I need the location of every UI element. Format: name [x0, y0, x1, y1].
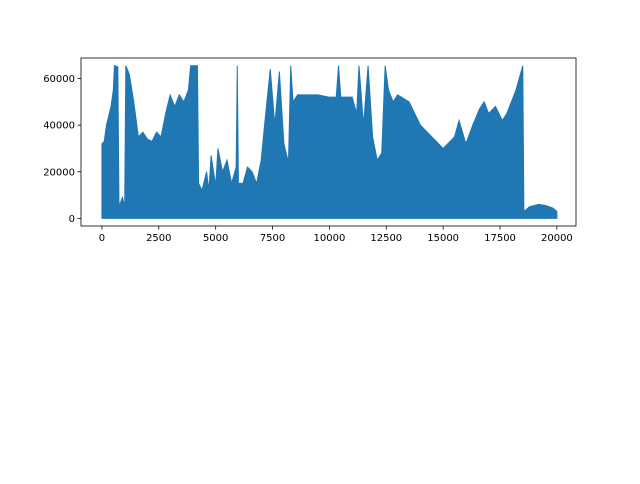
x-tick-label: 2500: [146, 233, 171, 244]
x-tick-label: 20000: [541, 233, 573, 244]
y-tick-label: 0: [69, 214, 75, 225]
plot-frame: [80, 57, 577, 227]
x-tick-label: 7500: [260, 233, 285, 244]
area: [101, 65, 558, 219]
y-tick-label: 20000: [43, 167, 75, 178]
x-tick-label: 5000: [203, 233, 228, 244]
x-tick-label: 10000: [314, 233, 346, 244]
x-tick-label: 15000: [427, 233, 459, 244]
y-tick-label: 60000: [43, 74, 75, 85]
x-tick-label: 17500: [484, 233, 516, 244]
x-tick-label: 12500: [370, 233, 402, 244]
y-tick-label: 40000: [43, 121, 75, 132]
x-tick-label: 0: [99, 233, 105, 244]
